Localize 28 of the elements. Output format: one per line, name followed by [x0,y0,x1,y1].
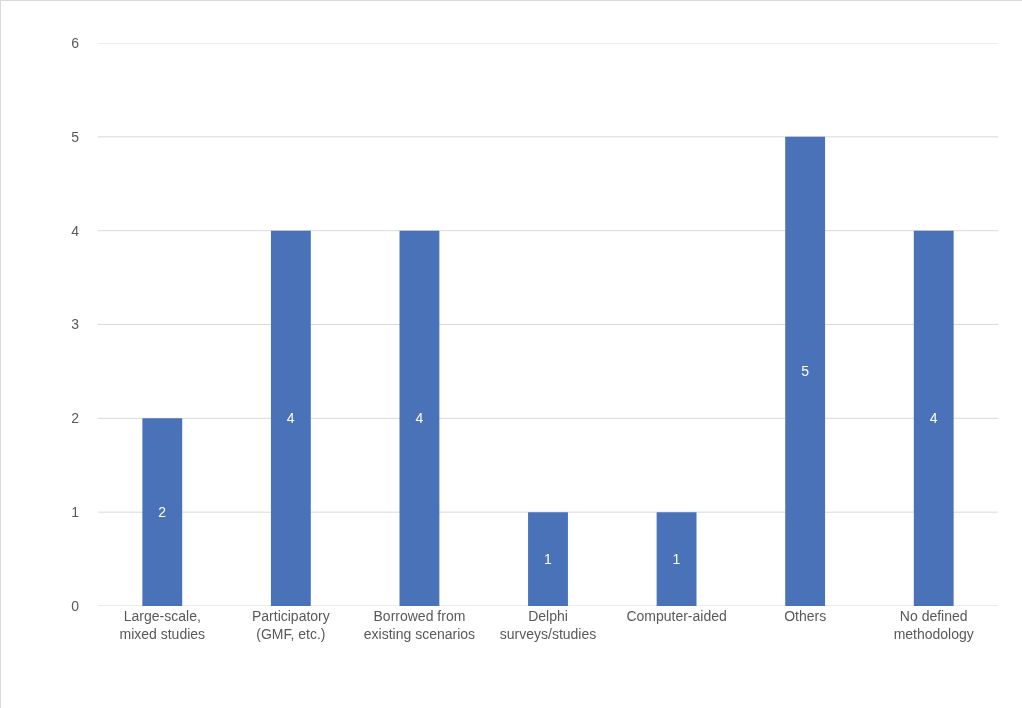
bar [656,512,697,606]
bar [913,230,954,606]
y-tick-label: 0 [71,597,80,614]
y-tick-label: 1 [71,504,80,521]
y-tick-label: 3 [71,316,80,333]
data-label: 4 [929,410,938,427]
y-tick-label: 2 [71,410,80,427]
y-tick-label: 5 [71,128,80,145]
bar [399,230,440,606]
x-tick-label: Borrowed from existing scenarios [363,608,476,643]
x-tick-label: Others [784,608,827,624]
y-tick-label: 4 [71,222,80,239]
data-label: 1 [672,551,681,568]
x-tick-label: No defined methodology [893,608,974,643]
y-tick-label: 6 [71,34,80,51]
x-tick-label: Participatory (GMF, etc.) [251,608,330,643]
x-tick-label: Large-scale, mixed studies [119,608,206,643]
bar [528,512,568,606]
data-label: 1 [544,551,552,568]
x-tick-label: Computer-aided [626,608,727,624]
data-label: 4 [415,410,424,427]
bar [785,136,826,606]
data-label: 2 [158,504,167,521]
x-tick-label: Delphi surveys/studies [499,608,597,643]
data-label: 4 [286,410,295,427]
data-label: 5 [801,363,810,380]
bar [270,230,311,606]
bar [142,418,183,606]
